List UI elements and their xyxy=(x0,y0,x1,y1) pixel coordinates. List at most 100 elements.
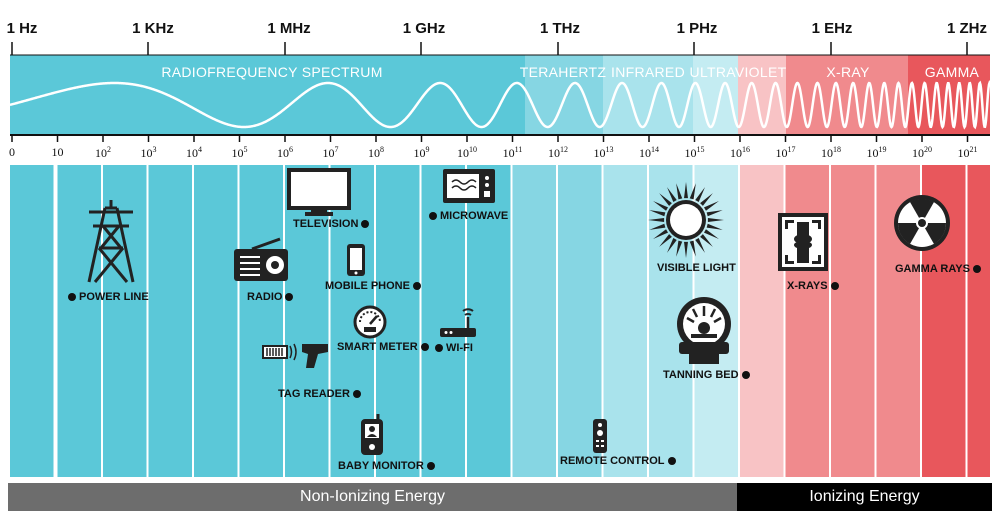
remote-control-icon xyxy=(593,419,607,453)
wifi-text: WI-FI xyxy=(446,342,473,354)
sun-ray xyxy=(703,201,719,211)
tag-reader-text: TAG READER xyxy=(278,388,350,400)
axis-tick-label: 1011 xyxy=(502,145,523,160)
freq-label-1hz: 1 Hz xyxy=(6,20,38,37)
sun-ray xyxy=(695,187,705,203)
spectrum-columns xyxy=(10,165,990,477)
gamma-rays-label: GAMMA RAYS xyxy=(895,263,984,275)
sun-ray xyxy=(706,223,723,230)
spectrum-column xyxy=(57,165,101,477)
axis-tick-label: 1019 xyxy=(866,145,887,160)
freq-label-1ehz: 1 EHz xyxy=(811,20,853,37)
axis-tick-label: 1017 xyxy=(775,145,796,160)
axis-tick-label: 1014 xyxy=(639,145,659,160)
band-label-terahertz: TERAHERTZ xyxy=(519,64,607,80)
sun-ray xyxy=(667,237,677,253)
gamma-rays-dot xyxy=(972,265,981,273)
freq-label-1mhz: 1 MHz xyxy=(267,20,311,37)
spectrum-column xyxy=(512,165,556,477)
television-icon xyxy=(287,168,351,216)
ionizing-bar: Ionizing Energy xyxy=(737,483,992,511)
freq-label-1khz: 1 KHz xyxy=(132,20,174,37)
sun-ray xyxy=(648,218,665,222)
axis-tick-label: 103 xyxy=(140,145,157,160)
frequency-tick-marks xyxy=(11,42,968,55)
microwave-icon xyxy=(443,169,495,203)
non-ionizing-bar: Non-Ionizing Energy xyxy=(8,483,737,511)
sun-ray xyxy=(653,201,669,211)
spectrum-column xyxy=(831,165,875,477)
spectrum-column xyxy=(148,165,192,477)
axis-tick-label: 108 xyxy=(368,145,384,160)
ionizing-text: Ionizing Energy xyxy=(809,488,920,505)
axis-tick-label: 105 xyxy=(231,145,248,160)
x-rays-label: X-RAYS xyxy=(787,280,842,292)
tanning-bed-label: TANNING BED xyxy=(663,369,753,381)
spectrum-column xyxy=(467,165,511,477)
wifi-router-icon xyxy=(440,308,476,337)
smart-meter-dot xyxy=(420,343,429,351)
visible-light-text: VISIBLE LIGHT xyxy=(657,262,736,274)
sun-ray xyxy=(649,210,666,217)
gamma-rays-text: GAMMA RAYS xyxy=(895,263,970,275)
freq-label-1phz: 1 PHz xyxy=(676,20,718,37)
spectrum-column xyxy=(285,165,329,477)
spectrum-column xyxy=(740,165,784,477)
axis-tick-label: 0 xyxy=(9,145,15,159)
sun-ray xyxy=(700,193,713,206)
radio-label: RADIO xyxy=(247,291,296,303)
television-text: TELEVISION xyxy=(293,218,359,230)
sun-ray xyxy=(653,229,669,239)
sun-ray xyxy=(659,234,672,247)
smart-meter-text: SMART METER xyxy=(337,341,418,353)
spectrum-column xyxy=(967,165,990,477)
radio-text: RADIO xyxy=(247,291,283,303)
radiation-icon xyxy=(894,195,950,251)
tanning-bed-text: TANNING BED xyxy=(663,369,739,381)
radio-icon xyxy=(234,237,288,281)
tanning-bed-dot xyxy=(741,371,750,379)
axis-tick-label: 1013 xyxy=(593,145,614,160)
mobile-phone-dot xyxy=(412,282,421,290)
axis-tick-label: 1015 xyxy=(684,145,705,160)
spectrum-column xyxy=(421,165,465,477)
power-line-icon xyxy=(87,200,135,283)
sun-ray xyxy=(703,229,719,239)
band-label-xray: X-RAY xyxy=(826,64,870,80)
microwave-label: MICROWAVE xyxy=(426,210,508,222)
sun-ray xyxy=(706,210,723,217)
sun-ray xyxy=(676,240,683,257)
axis-tick-marks xyxy=(11,135,969,142)
band-label-gamma: GAMMA xyxy=(924,64,980,80)
microwave-text: MICROWAVE xyxy=(440,210,509,222)
freq-label-1thz: 1 THz xyxy=(539,20,581,37)
axis-tick-label: 109 xyxy=(413,145,430,160)
band-label-radiofrequency: RADIOFREQUENCY SPECTRUM xyxy=(161,64,383,80)
baby-monitor-icon xyxy=(361,414,383,455)
axis-tick-label: 1020 xyxy=(912,145,932,160)
spectrum-column xyxy=(10,165,54,477)
axis-tick-label: 1018 xyxy=(821,145,841,160)
sun-ray xyxy=(649,223,666,230)
sun-ray xyxy=(700,234,713,247)
sun-ray xyxy=(695,237,705,253)
sun-ray xyxy=(684,182,688,199)
freq-label-1ghz: 1 GHz xyxy=(402,20,446,37)
axis-tick-label: 102 xyxy=(95,145,111,160)
band-label-infrared: INFRARED xyxy=(611,64,685,80)
tag-reader-label: TAG READER xyxy=(278,388,364,400)
visible-light-label: VISIBLE LIGHT xyxy=(657,262,736,274)
sun-icon xyxy=(648,182,724,258)
television-label: TELEVISION xyxy=(293,218,372,230)
freq-label-1zhz: 1 ZHz xyxy=(946,20,988,37)
television-dot xyxy=(361,220,370,228)
spectrum-column xyxy=(603,165,647,477)
sun-ray xyxy=(676,183,683,200)
spectrum-column xyxy=(239,165,283,477)
wifi-dot xyxy=(435,344,443,352)
microwave-dot xyxy=(429,212,437,220)
axis-tick-label: 106 xyxy=(277,145,293,160)
mobile-phone-label: MOBILE PHONE xyxy=(325,280,424,292)
